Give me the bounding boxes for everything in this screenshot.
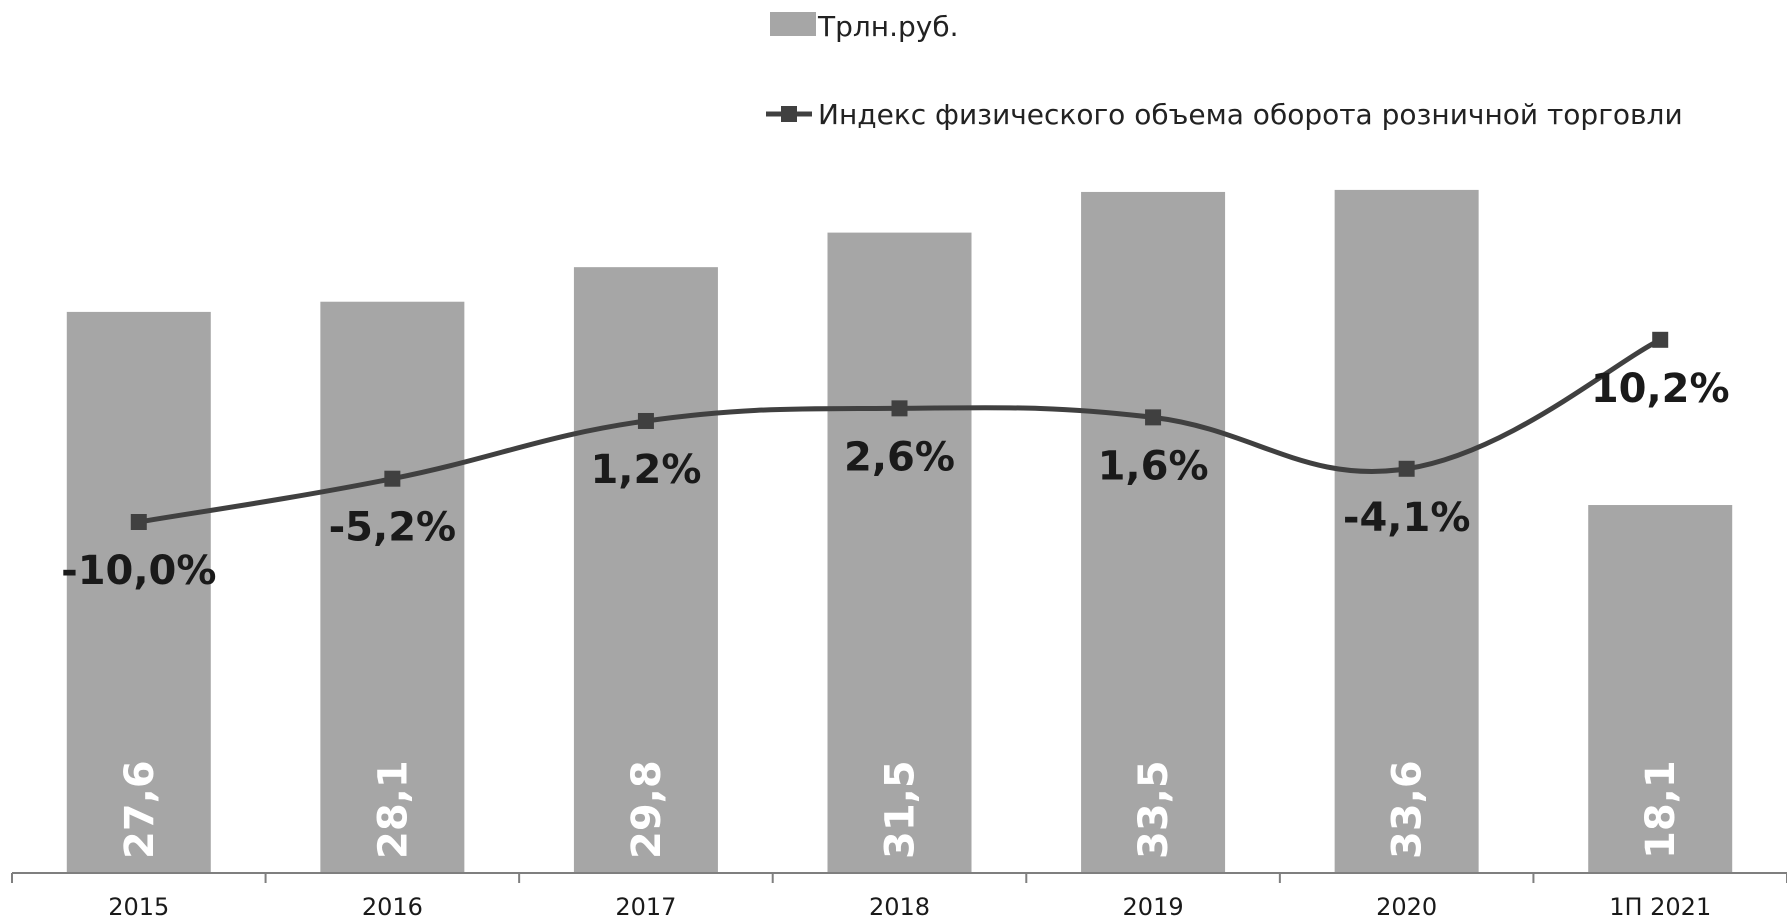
bar-4 <box>1081 191 1226 873</box>
x-tick-label: 2018 <box>869 893 930 920</box>
bar-3 <box>827 232 972 874</box>
bar-value-label: 28,1 <box>370 760 416 859</box>
x-tick-label: 2019 <box>1123 893 1184 920</box>
x-tick-label: 2020 <box>1376 893 1437 920</box>
legend-label-line: Индекс физического объема оборота рознич… <box>818 98 1683 131</box>
index-point-3 <box>891 400 908 417</box>
bar-value-label: 18,1 <box>1638 760 1684 859</box>
index-value-label: -4,1% <box>1343 495 1471 541</box>
x-tick-label: 2015 <box>108 893 169 920</box>
legend: Трлн.руб. Индекс физического объема обор… <box>766 10 1683 131</box>
x-tick-label: 2017 <box>615 893 676 920</box>
index-value-label: 1,2% <box>590 447 701 493</box>
index-value-labels: -10,0% -5,2% 1,2% 2,6% 1,6% -4,1% 10,2% <box>61 366 1730 594</box>
legend-marker-sample <box>781 106 797 122</box>
bar-2 <box>573 267 718 873</box>
legend-item-line: Индекс физического объема оборота рознич… <box>766 98 1683 131</box>
bar-series <box>66 189 1733 874</box>
legend-item-bars: Трлн.руб. <box>770 10 959 43</box>
bar-value-label: 31,5 <box>878 760 924 859</box>
bar-value-label: 29,8 <box>624 760 670 859</box>
index-point-1 <box>384 470 401 487</box>
legend-swatch-bars <box>770 12 816 36</box>
x-axis: 2015 2016 2017 2018 2019 2020 1П 2021 <box>11 872 1787 920</box>
index-line-series <box>130 331 1669 530</box>
index-value-label: -5,2% <box>329 505 457 551</box>
bar-value-label: 33,6 <box>1385 760 1431 859</box>
index-point-5 <box>1398 460 1415 477</box>
index-value-label: -10,0% <box>61 548 216 594</box>
index-point-6 <box>1652 331 1669 348</box>
index-point-4 <box>1145 409 1162 426</box>
x-tick-label: 2016 <box>362 893 423 920</box>
bar-value-label: 33,5 <box>1131 760 1177 859</box>
index-point-2 <box>637 412 654 429</box>
x-tick-label: 1П 2021 <box>1609 893 1711 920</box>
index-point-0 <box>130 514 147 530</box>
index-value-label: 10,2% <box>1591 366 1730 412</box>
bar-1 <box>320 301 465 873</box>
bar-value-label: 27,6 <box>117 760 163 859</box>
bar-value-labels: 27,6 28,1 29,8 31,5 33,5 33,6 18,1 <box>117 760 1684 859</box>
bar-5 <box>1334 189 1479 874</box>
bar-0 <box>66 311 211 874</box>
index-value-label: 1,6% <box>1098 443 1209 489</box>
bar-6 <box>1588 505 1733 873</box>
legend-label-bars: Трлн.руб. <box>817 10 959 43</box>
index-value-label: 2,6% <box>844 434 955 480</box>
